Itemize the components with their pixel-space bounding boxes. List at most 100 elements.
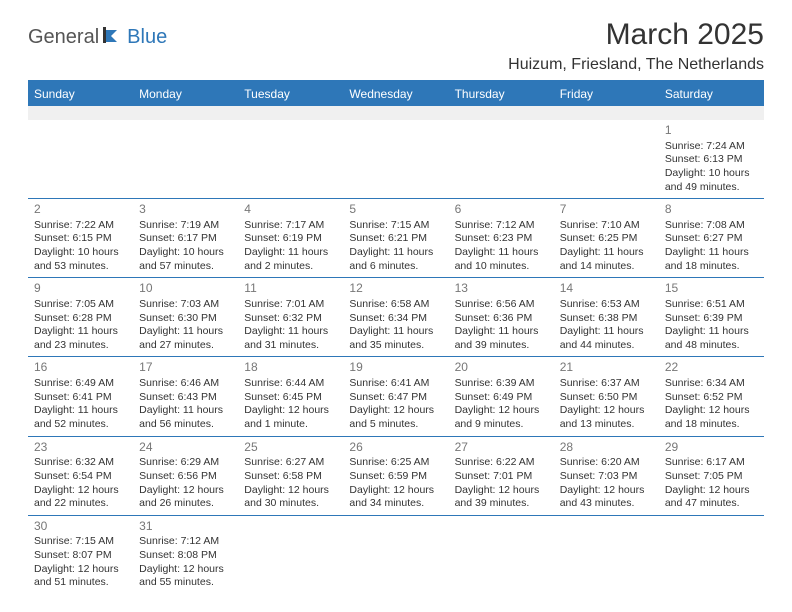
day-cell: 5Sunrise: 7:15 AMSunset: 6:21 PMDaylight…	[343, 199, 448, 278]
blank-cell	[28, 120, 133, 199]
sunset-line: Sunset: 6:32 PM	[244, 312, 337, 326]
daylight-line: Daylight: 11 hours	[455, 246, 548, 260]
sunset-line: Sunset: 6:45 PM	[244, 391, 337, 405]
sunset-line: Sunset: 6:56 PM	[139, 470, 232, 484]
daylight-line: Daylight: 12 hours	[244, 484, 337, 498]
day-cell: 10Sunrise: 7:03 AMSunset: 6:30 PMDayligh…	[133, 278, 238, 357]
calendar-thead: SundayMondayTuesdayWednesdayThursdayFrid…	[28, 82, 764, 106]
sunset-line: Sunset: 6:43 PM	[139, 391, 232, 405]
day-cell: 21Sunrise: 6:37 AMSunset: 6:50 PMDayligh…	[554, 357, 659, 436]
logo-flag-icon	[103, 27, 125, 45]
sunset-line: Sunset: 6:58 PM	[244, 470, 337, 484]
sunset-line: Sunset: 8:07 PM	[34, 549, 127, 563]
day-cell: 8Sunrise: 7:08 AMSunset: 6:27 PMDaylight…	[659, 199, 764, 278]
day-number: 10	[139, 281, 232, 297]
logo-text-blue: Blue	[127, 26, 167, 49]
day-cell: 11Sunrise: 7:01 AMSunset: 6:32 PMDayligh…	[238, 278, 343, 357]
daylight-line: Daylight: 12 hours	[34, 484, 127, 498]
sunrise-line: Sunrise: 7:15 AM	[34, 535, 127, 549]
daylight-line: Daylight: 12 hours	[139, 563, 232, 577]
daylight-line: Daylight: 12 hours	[665, 484, 758, 498]
daylight-line: Daylight: 11 hours	[34, 325, 127, 339]
empty-row	[28, 106, 764, 120]
daylight-line: and 10 minutes.	[455, 260, 548, 274]
blank-cell	[449, 120, 554, 199]
sunrise-line: Sunrise: 6:39 AM	[455, 377, 548, 391]
day-header-row: SundayMondayTuesdayWednesdayThursdayFrid…	[28, 82, 764, 106]
day-cell: 20Sunrise: 6:39 AMSunset: 6:49 PMDayligh…	[449, 357, 554, 436]
sunset-line: Sunset: 6:52 PM	[665, 391, 758, 405]
sunset-line: Sunset: 6:13 PM	[665, 153, 758, 167]
day-number: 13	[455, 281, 548, 297]
day-number: 2	[34, 202, 127, 218]
day-header: Wednesday	[343, 82, 448, 106]
sunset-line: Sunset: 7:03 PM	[560, 470, 653, 484]
day-header: Tuesday	[238, 82, 343, 106]
day-cell: 30Sunrise: 7:15 AMSunset: 8:07 PMDayligh…	[28, 515, 133, 594]
day-cell: 17Sunrise: 6:46 AMSunset: 6:43 PMDayligh…	[133, 357, 238, 436]
daylight-line: Daylight: 12 hours	[560, 404, 653, 418]
daylight-line: Daylight: 10 hours	[34, 246, 127, 260]
sunset-line: Sunset: 6:27 PM	[665, 232, 758, 246]
sunrise-line: Sunrise: 7:24 AM	[665, 140, 758, 154]
calendar-body: 1Sunrise: 7:24 AMSunset: 6:13 PM Daylight…	[28, 106, 764, 594]
daylight-line: Daylight: 12 hours	[455, 484, 548, 498]
sunrise-line: Sunrise: 6:20 AM	[560, 456, 653, 470]
day-number: 22	[665, 360, 758, 376]
daylight-line: and 57 minutes.	[139, 260, 232, 274]
location-subtitle: Huizum, Friesland, The Netherlands	[508, 56, 764, 74]
day-number: 15	[665, 281, 758, 297]
sunset-line: Sunset: 6:47 PM	[349, 391, 442, 405]
daylight-line: Daylight: 11 hours	[349, 325, 442, 339]
sunset-line: Sunset: 6:30 PM	[139, 312, 232, 326]
day-cell: 13Sunrise: 6:56 AMSunset: 6:36 PMDayligh…	[449, 278, 554, 357]
sunset-line: Sunset: 6:17 PM	[139, 232, 232, 246]
sunrise-line: Sunrise: 6:25 AM	[349, 456, 442, 470]
day-number: 30	[34, 519, 127, 535]
day-number: 16	[34, 360, 127, 376]
logo-text-general: General	[28, 26, 99, 49]
daylight-line: Daylight: 11 hours	[244, 325, 337, 339]
sunrise-line: Sunrise: 6:46 AM	[139, 377, 232, 391]
day-number: 4	[244, 202, 337, 218]
daylight-line: Daylight: 11 hours	[455, 325, 548, 339]
calendar-row: 2Sunrise: 7:22 AMSunset: 6:15 PMDaylight…	[28, 199, 764, 278]
day-number: 29	[665, 440, 758, 456]
day-number: 11	[244, 281, 337, 297]
daylight-line: and 1 minute.	[244, 418, 337, 432]
day-cell: 27Sunrise: 6:22 AMSunset: 7:01 PMDayligh…	[449, 436, 554, 515]
daylight-line: and 47 minutes.	[665, 497, 758, 511]
day-number: 14	[560, 281, 653, 297]
day-cell: 29Sunrise: 6:17 AMSunset: 7:05 PMDayligh…	[659, 436, 764, 515]
calendar-table: SundayMondayTuesdayWednesdayThursdayFrid…	[28, 82, 764, 594]
sunrise-line: Sunrise: 6:27 AM	[244, 456, 337, 470]
day-cell: 3Sunrise: 7:19 AMSunset: 6:17 PMDaylight…	[133, 199, 238, 278]
day-number: 27	[455, 440, 548, 456]
daylight-line: Daylight: 11 hours	[560, 325, 653, 339]
daylight-line: and 56 minutes.	[139, 418, 232, 432]
sunrise-line: Sunrise: 7:12 AM	[139, 535, 232, 549]
day-number: 9	[34, 281, 127, 297]
day-cell: 6Sunrise: 7:12 AMSunset: 6:23 PMDaylight…	[449, 199, 554, 278]
daylight-line: and 35 minutes.	[349, 339, 442, 353]
day-cell: 19Sunrise: 6:41 AMSunset: 6:47 PMDayligh…	[343, 357, 448, 436]
page-title: March 2025	[508, 18, 764, 52]
calendar-row: 23Sunrise: 6:32 AMSunset: 6:54 PMDayligh…	[28, 436, 764, 515]
daylight-line: and 30 minutes.	[244, 497, 337, 511]
sunset-line: Sunset: 6:41 PM	[34, 391, 127, 405]
sunrise-line: Sunrise: 6:37 AM	[560, 377, 653, 391]
sunset-line: Sunset: 6:49 PM	[455, 391, 548, 405]
sunrise-line: Sunrise: 6:17 AM	[665, 456, 758, 470]
sunrise-line: Sunrise: 7:05 AM	[34, 298, 127, 312]
daylight-line: Daylight: 11 hours	[34, 404, 127, 418]
daylight-line: and 23 minutes.	[34, 339, 127, 353]
day-number: 1	[665, 123, 758, 139]
calendar-row: 16Sunrise: 6:49 AMSunset: 6:41 PMDayligh…	[28, 357, 764, 436]
day-cell: 2Sunrise: 7:22 AMSunset: 6:15 PMDaylight…	[28, 199, 133, 278]
sunset-line: Sunset: 7:01 PM	[455, 470, 548, 484]
daylight-line: and 27 minutes.	[139, 339, 232, 353]
daylight-line: and 52 minutes.	[34, 418, 127, 432]
sunset-line: Sunset: 8:08 PM	[139, 549, 232, 563]
daylight-line: Daylight: 11 hours	[560, 246, 653, 260]
sunrise-line: Sunrise: 7:17 AM	[244, 219, 337, 233]
